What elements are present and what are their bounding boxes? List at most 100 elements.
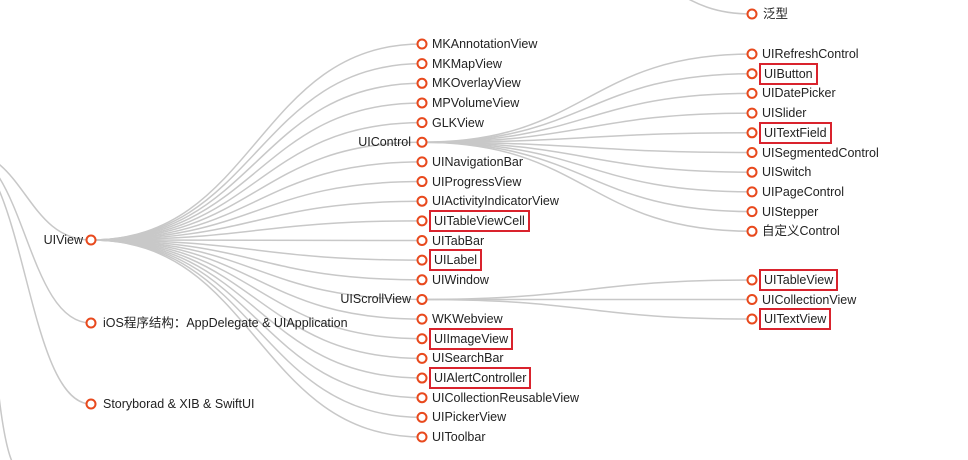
node-label-uitableview: UITableView xyxy=(758,269,839,291)
node-uitextview[interactable] xyxy=(746,313,758,325)
node-uiview[interactable] xyxy=(85,234,97,246)
node-mkannotationview[interactable] xyxy=(416,38,428,50)
link-uicontrol-uitextfield xyxy=(421,132,753,143)
node-label-uilabel: UILabel xyxy=(428,249,483,272)
node-uistepper[interactable] xyxy=(746,206,758,218)
link-uiview-uitableviewcell xyxy=(90,220,423,241)
link-uiview-uitabbar xyxy=(90,239,423,242)
node-label-uisegmentedcontrol: UISegmentedControl xyxy=(762,145,879,160)
link-parent-uiview xyxy=(0,164,92,241)
link-uiview-uicollectionreusableview xyxy=(90,239,423,399)
node-uiprogressview[interactable] xyxy=(416,176,428,188)
node-label-glkview: GLKView xyxy=(432,115,484,130)
link-uiview-uinavigationbar xyxy=(90,161,423,241)
node-uisegmentedcontrol[interactable] xyxy=(746,147,758,158)
node-uiscrollview[interactable] xyxy=(416,293,428,305)
node-uilabel[interactable] xyxy=(416,254,428,266)
node-mkoverlayview[interactable] xyxy=(416,77,428,89)
link-uiview-wkwebview xyxy=(90,239,423,320)
link-parent-ios-appdelegate-uiapplication xyxy=(0,177,92,324)
node-label-uinavigationbar: UINavigationBar xyxy=(432,154,524,169)
node-label-uistepper: UIStepper xyxy=(762,204,819,219)
node-label-uiprogressview: UIProgressView xyxy=(432,174,522,189)
node-uicontrol[interactable] xyxy=(416,136,428,148)
node-mkmapview[interactable] xyxy=(416,58,428,70)
node-label-uialertcontroller: UIAlertController xyxy=(428,367,532,390)
node-uitableview[interactable] xyxy=(746,274,758,286)
node-uiwindow[interactable] xyxy=(416,274,428,286)
link-uiview-mkmapview xyxy=(90,62,423,241)
link-uiview-uipickerview xyxy=(90,239,423,419)
link-uicontrol-uirefreshcontrol xyxy=(421,53,753,143)
node-uitabbar[interactable] xyxy=(416,235,428,246)
node-uipickerview[interactable] xyxy=(416,411,428,423)
node-uinavigationbar[interactable] xyxy=(416,156,428,168)
node-label-uisearchbar: UISearchBar xyxy=(432,351,504,366)
link-uicontrol-uibutton xyxy=(421,72,753,143)
link-uiscrollview-uitableview xyxy=(421,279,753,301)
node-glkview[interactable] xyxy=(416,117,428,129)
node-uislider[interactable] xyxy=(746,107,758,119)
link-uiview-uisearchbar xyxy=(90,239,423,360)
node-label-uibutton: UIButton xyxy=(759,62,818,85)
link-parent-storyborad-xib-swiftui xyxy=(0,190,92,405)
node-label-uirefreshcontrol: UIRefreshControl xyxy=(762,47,859,61)
node-uiimageview[interactable] xyxy=(416,333,428,345)
link-uiscrollview-uitextview xyxy=(421,298,753,320)
node-uicollectionreusableview[interactable] xyxy=(416,392,428,404)
node-label-uitextfield: UITextField xyxy=(759,121,832,144)
link-uiview-uiscrollview xyxy=(90,239,423,301)
node-uitoolbar[interactable] xyxy=(416,431,428,443)
node-uipagecontrol[interactable] xyxy=(746,186,758,198)
link-uiview-uicontrol xyxy=(90,141,423,241)
node-storyborad-xib-swiftui[interactable] xyxy=(85,398,97,410)
node-label-uislider: UISlider xyxy=(762,106,807,121)
link-uicontrol-uistepper xyxy=(421,141,753,213)
node-label-uiwindow: UIWindow xyxy=(432,272,489,287)
link-uiview-uialertcontroller xyxy=(90,239,423,379)
node-uiswitch[interactable] xyxy=(746,166,758,178)
node-label-uitabbar: UITabBar xyxy=(432,233,485,248)
node-label-uiswitch: UISwitch xyxy=(762,165,812,180)
node-label-uicontrol: UIControl xyxy=(358,135,411,150)
node-label-ios-appdelegate-uiapplication: iOS程序结构：AppDelegate & UIApplication xyxy=(103,316,348,330)
node-uicollectionview[interactable] xyxy=(746,294,758,305)
node-uibutton[interactable] xyxy=(746,68,758,80)
node-control[interactable] xyxy=(746,225,758,237)
link-uicontrol-uislider xyxy=(421,112,753,143)
node-uitextfield[interactable] xyxy=(746,127,758,139)
node-wkwebview[interactable] xyxy=(416,313,428,325)
node-uirefreshcontrol[interactable] xyxy=(746,48,758,60)
link-uiview-mkannotationview xyxy=(90,43,423,241)
node-label-uitextview: UITextView xyxy=(758,308,832,330)
node-uidatepicker[interactable] xyxy=(746,87,758,99)
link-uiview-uiwindow xyxy=(90,239,423,281)
node-label-storyborad-xib-swiftui: Storyborad & XIB & SwiftUI xyxy=(103,397,255,411)
link-uiview-mpvolumeview xyxy=(90,102,423,241)
node-uitableviewcell[interactable] xyxy=(416,215,428,227)
node-label-node: 泛型 xyxy=(763,7,789,21)
node-label-mkannotationview: MKAnnotationView xyxy=(432,37,538,51)
node-mpvolumeview[interactable] xyxy=(416,97,428,109)
link-uicontrol-uisegmentedcontrol xyxy=(421,141,753,154)
link-uicontrol-control xyxy=(421,141,753,233)
node-label-mkoverlayview: MKOverlayView xyxy=(432,76,521,91)
tree-nodes xyxy=(85,8,758,443)
node-label-uidatepicker: UIDatePicker xyxy=(762,86,836,101)
link-top-partial xyxy=(688,0,753,15)
node-label-uicollectionview: UICollectionView xyxy=(762,292,857,307)
link-uiview-uitoolbar xyxy=(90,239,423,438)
node-label-uicollectionreusableview: UICollectionReusableView xyxy=(432,390,580,405)
node-node[interactable] xyxy=(746,8,758,20)
node-label-uiscrollview: UIScrollView xyxy=(340,292,411,307)
node-label-control: 自定义Control xyxy=(762,224,840,239)
node-uiactivityindicatorview[interactable] xyxy=(416,195,428,207)
node-uialertcontroller[interactable] xyxy=(416,372,428,384)
link-uiview-glkview xyxy=(90,121,423,241)
node-ios-appdelegate-uiapplication[interactable] xyxy=(85,317,97,329)
node-uisearchbar[interactable] xyxy=(416,352,428,364)
link-uiview-mkoverlayview xyxy=(90,82,423,241)
node-label-uipickerview: UIPickerView xyxy=(432,410,507,425)
tree-links xyxy=(0,0,753,460)
